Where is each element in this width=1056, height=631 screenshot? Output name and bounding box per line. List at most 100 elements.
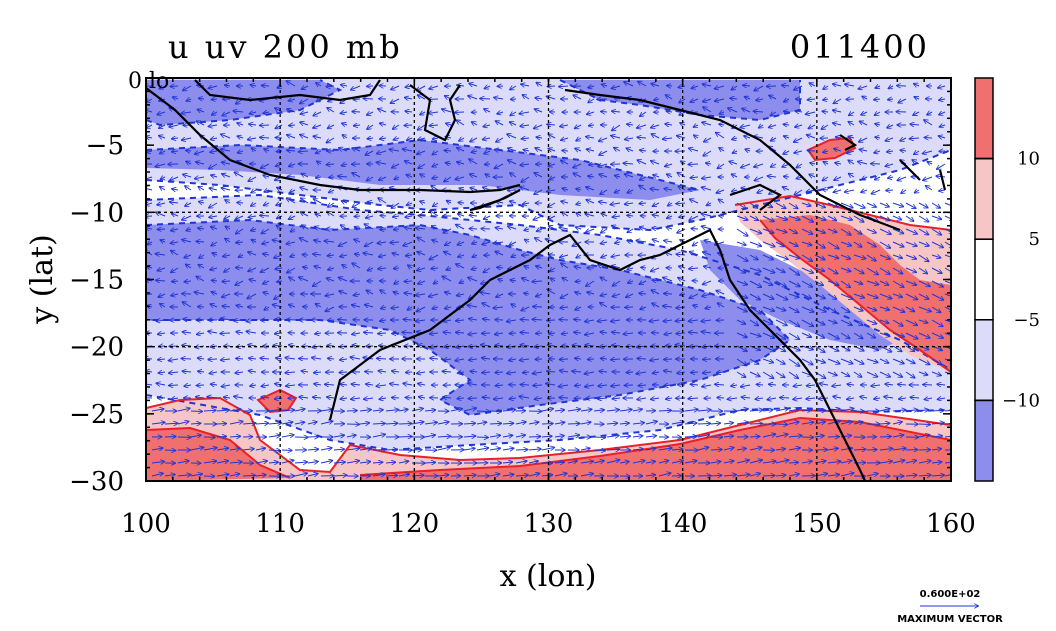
wind-vector: [290, 229, 295, 232]
colorbar: [974, 77, 994, 482]
wind-vector: [548, 134, 556, 138]
wind-vector: [927, 112, 933, 115]
wind-vector: [636, 241, 647, 242]
wind-vector: [420, 112, 426, 115]
wind-vector: [627, 190, 634, 193]
wind-vector: [182, 138, 192, 140]
colorbar-segment: [974, 399, 994, 482]
wind-vector: [875, 112, 881, 115]
wind-vector: [535, 148, 543, 151]
wind-vector: [717, 163, 725, 168]
wind-vector: [663, 138, 673, 139]
wind-vector: [301, 198, 309, 204]
wind-vector: [728, 108, 738, 113]
wind-vector: [823, 151, 829, 152]
wind-vector: [405, 161, 413, 164]
wind-vector: [405, 111, 413, 112]
wind-vector: [470, 215, 478, 216]
wind-vector: [355, 254, 361, 255]
wind-vector: [600, 189, 608, 194]
wind-vector: [406, 175, 413, 177]
wind-vector: [875, 177, 881, 180]
wind-vector: [587, 149, 595, 151]
wind-vector: [795, 111, 803, 112]
wind-vector: [286, 242, 296, 244]
wind-vector: [593, 450, 605, 451]
wind-vector: [351, 85, 361, 90]
wind-vector: [834, 149, 842, 151]
wind-vector: [510, 333, 517, 334]
wind-vector: [173, 97, 179, 99]
wind-vector: [768, 176, 777, 177]
wind-vector: [664, 293, 673, 294]
wind-vector: [534, 124, 543, 128]
wind-vector: [693, 242, 699, 246]
wind-vector: [879, 241, 890, 248]
wind-vector: [834, 177, 842, 180]
wind-vector: [546, 239, 556, 242]
wind-vector: [775, 228, 787, 232]
wind-vector: [262, 242, 270, 244]
wind-vector: [783, 151, 790, 154]
wind-vector: [510, 122, 517, 125]
wind-vector: [612, 226, 621, 229]
wind-vector: [380, 123, 387, 125]
wind-vector: [196, 162, 205, 164]
colorbar-labels: 10 5 −5 −10: [1002, 149, 1040, 412]
wind-vector: [249, 124, 257, 125]
wind-vector: [658, 410, 671, 411]
wind-vector: [379, 177, 387, 180]
wind-vector: [848, 160, 855, 164]
wind-vector: [576, 203, 582, 204]
wind-vector: [827, 215, 836, 220]
wind-vector: [159, 125, 166, 128]
wind-vector: [520, 332, 530, 333]
wind-vector: [808, 99, 816, 100]
wind-vector: [392, 333, 400, 334]
wind-vector: [314, 240, 322, 242]
wind-vector: [172, 151, 179, 152]
wind-vector: [525, 240, 529, 242]
wind-vector: [667, 174, 673, 177]
wind-vector: [640, 111, 647, 116]
wind-vector: [678, 86, 686, 87]
wind-vector: [199, 202, 205, 203]
wind-vector: [222, 162, 231, 164]
wind-vector: [640, 177, 647, 180]
wind-vector: [495, 150, 504, 151]
wind-vector: [623, 163, 634, 164]
wind-vector: [599, 138, 608, 141]
wind-vector: [625, 174, 634, 177]
wind-vector: [549, 177, 556, 180]
wind-vector: [182, 240, 192, 242]
wind-vector: [749, 215, 758, 220]
wind-vector: [208, 86, 218, 88]
wind-vector: [276, 164, 283, 166]
wind-vector: [365, 150, 374, 155]
shaded-field: [146, 78, 951, 481]
wind-vector: [446, 123, 452, 125]
red-region-ne: [760, 215, 951, 372]
colorbar-segment: [974, 157, 994, 240]
wind-vector: [385, 475, 397, 476]
wind-vector: [614, 148, 621, 151]
wind-vector: [823, 86, 829, 89]
wind-vector: [339, 148, 348, 151]
wind-vector: [476, 411, 490, 412]
wind-vector: [367, 124, 374, 129]
wind-vector: [417, 237, 426, 243]
wind-vector: [169, 385, 179, 386]
wind-vector: [690, 177, 699, 178]
wind-vector: [341, 225, 348, 230]
wind-vector: [615, 190, 621, 193]
wind-vector: [704, 240, 712, 242]
wind-vector: [403, 149, 413, 151]
wind-vector: [420, 174, 426, 177]
wind-vector: [847, 151, 855, 153]
wind-vector: [732, 151, 737, 153]
wind-vector: [576, 189, 582, 190]
wind-vector: [548, 149, 556, 151]
wind-vector: [689, 215, 699, 220]
wind-vector: [208, 125, 218, 126]
wind-vector: [892, 241, 904, 247]
